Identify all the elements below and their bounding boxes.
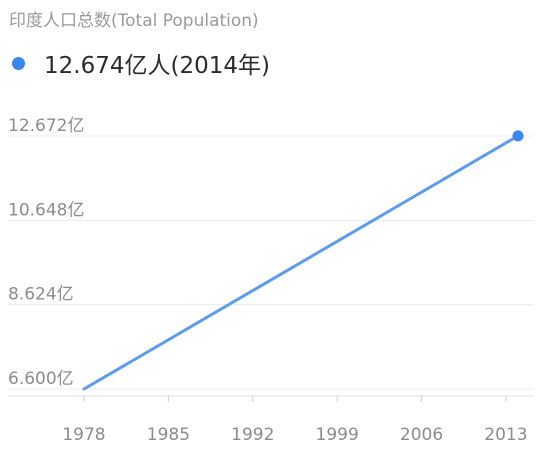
- chart-title: 印度人口总数(Total Population): [9, 11, 259, 31]
- y-tick-label: 8.624亿: [8, 285, 74, 305]
- legend-label: 12.674亿人(2014年): [44, 53, 270, 79]
- gridlines: [8, 135, 533, 390]
- x-tick-label: 2013: [484, 425, 527, 445]
- series-layer: [82, 130, 524, 391]
- x-tick-label: 1985: [147, 425, 190, 445]
- x-tick-label: 1978: [62, 425, 105, 445]
- series-line: [82, 134, 520, 391]
- x-tick-label: 1992: [231, 425, 274, 445]
- y-tick-label: 10.648亿: [8, 200, 84, 220]
- y-tick-label: 12.672亿: [8, 116, 84, 136]
- data-point-marker[interactable]: [512, 130, 524, 142]
- x-tick-label: 1999: [316, 425, 359, 445]
- axes: 6.600亿 8.624亿 10.648亿 12.672亿 1978 1985 1992 19…: [8, 116, 533, 445]
- legend-marker-icon: [12, 56, 25, 70]
- legend[interactable]: 12.674亿人(2014年): [12, 46, 270, 80]
- x-tick-label: 2006: [400, 425, 443, 445]
- y-tick-label: 6.600亿: [8, 369, 74, 389]
